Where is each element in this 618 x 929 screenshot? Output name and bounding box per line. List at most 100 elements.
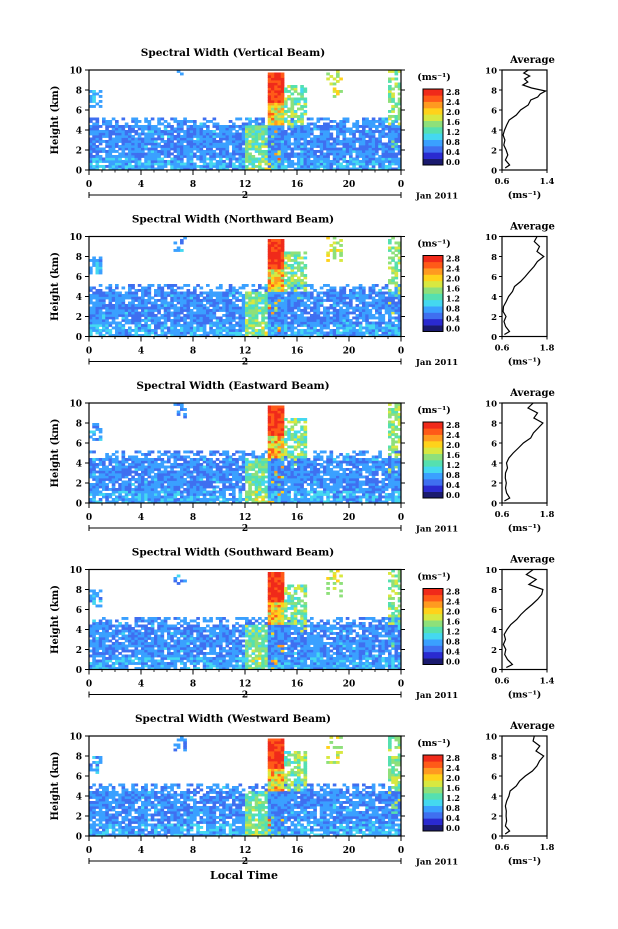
- heatmap-cell: [209, 485, 213, 489]
- heatmap-cell: [261, 301, 265, 305]
- heatmap-cell: [241, 485, 246, 489]
- heatmap-cell: [277, 142, 282, 146]
- heatmap-cell: [118, 475, 122, 479]
- heatmap-cell: [196, 306, 200, 310]
- heatmap-cell: [170, 488, 174, 491]
- heatmap-cell: [157, 165, 161, 168]
- heatmap-cell: [222, 160, 226, 163]
- heatmap-cell: [394, 241, 399, 245]
- heatmap-cell: [245, 309, 249, 312]
- heatmap-cell: [163, 488, 168, 491]
- heatmap-cell: [271, 289, 275, 292]
- heatmap-cell: [264, 460, 269, 464]
- heatmap-cell: [176, 463, 181, 466]
- heatmap-cell: [228, 480, 233, 484]
- heatmap-cell: [280, 132, 285, 136]
- heatmap-cell: [193, 463, 197, 466]
- heatmap-cell: [108, 473, 113, 476]
- heatmap-cell: [115, 125, 119, 128]
- heatmap-cell: [391, 132, 395, 136]
- heatmap-cell: [209, 473, 213, 476]
- heatmap-cell: [280, 269, 285, 272]
- heatmap-cell: [290, 271, 295, 275]
- heatmap-cell: [163, 311, 168, 315]
- heatmap-cell: [251, 299, 256, 302]
- heatmap-cell: [280, 266, 285, 270]
- heatmap-cell: [118, 140, 122, 143]
- heatmap-cell: [277, 95, 282, 98]
- heatmap-cell: [232, 475, 236, 479]
- heatmap-cell: [245, 145, 249, 148]
- heatmap-cell: [102, 465, 106, 469]
- heatmap-cell: [115, 311, 119, 315]
- heatmap-cell: [306, 142, 311, 146]
- heatmap-cell: [222, 145, 226, 148]
- heatmap-cell: [222, 334, 226, 337]
- heatmap-cell: [310, 286, 314, 290]
- heatmap-cell: [245, 478, 249, 481]
- heatmap-cell: [251, 331, 256, 335]
- heatmap-cell: [300, 112, 304, 116]
- heatmap-cell: [251, 120, 256, 123]
- heatmap-cell: [290, 306, 295, 310]
- heatmap-cell: [219, 319, 223, 322]
- heatmap-cell: [144, 329, 148, 332]
- heatmap-cell: [219, 468, 223, 471]
- heatmap-cell: [193, 321, 197, 325]
- heatmap-cell: [137, 311, 142, 315]
- heatmap-cell: [105, 465, 109, 469]
- heatmap-cell: [206, 291, 210, 295]
- heatmap-cell: [313, 309, 317, 312]
- heatmap-cell: [306, 304, 311, 307]
- heatmap-cell: [251, 125, 256, 128]
- heatmap-cell: [319, 142, 324, 146]
- heatmap-cell: [326, 125, 330, 128]
- heatmap-cell: [384, 127, 389, 131]
- heatmap-cell: [111, 321, 116, 325]
- heatmap-cell: [95, 294, 100, 297]
- heatmap-cell: [391, 147, 395, 151]
- heatmap-cell: [232, 468, 236, 471]
- heatmap-cell: [388, 100, 392, 103]
- heatmap-cell: [375, 130, 379, 133]
- heatmap-cell: [251, 167, 256, 171]
- heatmap-cell: [235, 329, 239, 332]
- heatmap-cell: [199, 306, 204, 310]
- heatmap-cell: [98, 500, 103, 504]
- heatmap-cell: [287, 254, 291, 257]
- heatmap-cell: [98, 309, 103, 312]
- heatmap-cell: [303, 294, 308, 297]
- heatmap-cell: [124, 122, 129, 126]
- heatmap-cell: [121, 500, 126, 504]
- heatmap-cell: [287, 329, 291, 332]
- heatmap-cell: [284, 145, 288, 148]
- heatmap-cell: [98, 321, 103, 325]
- heatmap-cell: [248, 311, 252, 315]
- heatmap-cell: [326, 326, 330, 330]
- heatmap-cell: [300, 160, 304, 163]
- heatmap-cell: [267, 304, 272, 307]
- heatmap-cell: [167, 137, 171, 141]
- heatmap-cell: [245, 160, 249, 163]
- heatmap-cell: [365, 326, 369, 330]
- heatmap-cell: [215, 286, 220, 290]
- heatmap-cell: [92, 490, 96, 494]
- heatmap-cell: [121, 314, 126, 317]
- heatmap-cell: [95, 321, 100, 325]
- heatmap-cell: [267, 254, 272, 257]
- heatmap-cell: [371, 314, 376, 317]
- heatmap-cell: [284, 251, 288, 255]
- heatmap-cell: [219, 167, 223, 171]
- heatmap-cell: [167, 480, 171, 484]
- heatmap-cell: [141, 142, 145, 146]
- heatmap-cell: [89, 430, 93, 434]
- heatmap-cell: [225, 488, 230, 491]
- heatmap-cell: [98, 132, 103, 136]
- heatmap-cell: [277, 276, 282, 280]
- y-tick-label: 2: [76, 313, 82, 323]
- heatmap-cell: [157, 483, 161, 486]
- heatmap-cell: [258, 475, 262, 479]
- heatmap-cell: [245, 319, 249, 322]
- heatmap-cell: [105, 130, 109, 133]
- heatmap-cell: [323, 321, 327, 325]
